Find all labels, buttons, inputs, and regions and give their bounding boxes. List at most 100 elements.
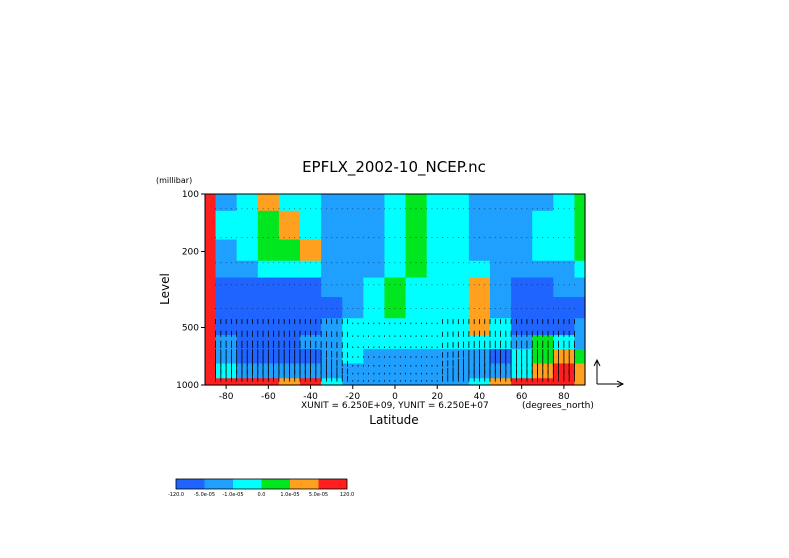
colorbar-swatch: [261, 479, 290, 489]
contour-cell: [574, 349, 586, 365]
contour-cell: [468, 277, 491, 298]
contour-cell: [490, 297, 512, 319]
x-axis-unit: (degrees_north): [522, 401, 594, 411]
contour-cell: [490, 378, 512, 386]
contour-cell: [574, 194, 586, 212]
x-tick-label: 20: [431, 392, 443, 402]
colorbar-swatch: [204, 479, 233, 489]
contour-cell: [426, 318, 449, 336]
contour-cell: [405, 297, 428, 319]
x-tick-label: -40: [303, 392, 318, 402]
contour-cell: [342, 297, 364, 319]
contour-cell: [257, 260, 280, 279]
colorbar-label: 5.0e-05: [309, 492, 328, 498]
contour-cell: [426, 335, 449, 350]
contour-cell: [553, 378, 576, 386]
contour-cell: [468, 297, 491, 319]
contour-cell: [342, 378, 364, 386]
contour-cell: [300, 210, 322, 241]
x-tick-label: -80: [219, 392, 234, 402]
contour-cell: [321, 297, 343, 319]
colorbar-label: 1.0e-05: [280, 492, 299, 498]
contour-cell: [574, 378, 586, 386]
contour-cell: [553, 277, 576, 298]
contour-cell: [384, 194, 407, 212]
contour-cell: [468, 378, 491, 386]
contour-cell: [321, 260, 343, 279]
contour-cell: [300, 297, 322, 319]
contour-cell: [490, 239, 512, 262]
contour-cell: [426, 363, 449, 379]
y-tick-label: 500: [182, 324, 199, 334]
vector-scale-text: XUNIT = 6.250E+09, YUNIT = 6.250E+07: [301, 401, 489, 411]
contour-cell: [236, 260, 259, 279]
contour-cell: [278, 378, 301, 386]
contour-cell: [447, 239, 470, 262]
contour-cell: [384, 297, 407, 319]
contour-cell: [205, 260, 217, 279]
contour-cell: [384, 239, 407, 262]
contour-cell: [257, 378, 280, 386]
colorbar-label: 0.0: [258, 492, 266, 498]
contour-cell: [574, 335, 586, 350]
contour-cell: [468, 210, 491, 241]
contour-cell: [321, 277, 343, 298]
contour-cell: [300, 260, 322, 279]
contour-cell: [215, 239, 238, 262]
contour-cell: [363, 210, 386, 241]
contour-cell: [384, 277, 407, 298]
x-tick-label: 80: [558, 392, 570, 402]
contour-cell: [532, 194, 554, 212]
contour-cell: [257, 210, 280, 241]
y-tick-label: 200: [182, 247, 199, 257]
contour-cell: [532, 277, 554, 298]
contour-cell: [574, 239, 586, 262]
contour-cell: [215, 260, 238, 279]
contour-cell: [405, 210, 428, 241]
contour-cell: [511, 210, 533, 241]
contour-cell: [511, 239, 533, 262]
contour-cell: [426, 277, 449, 298]
contour-cell: [321, 210, 343, 241]
contour-cell: [574, 277, 586, 298]
contour-cell: [426, 260, 449, 279]
contour-cell: [215, 297, 238, 319]
contour-cell: [205, 277, 217, 298]
contour-cell: [553, 297, 576, 319]
contour-cell: [363, 335, 386, 350]
contour-cell: [205, 335, 217, 350]
x-tick-label: 0: [392, 392, 398, 402]
x-tick-label: -20: [345, 392, 360, 402]
contour-cell: [363, 378, 386, 386]
contour-cell: [215, 378, 238, 386]
contour-cell: [532, 210, 554, 241]
contour-cell: [236, 210, 259, 241]
contour-cell: [468, 194, 491, 212]
contour-cell: [490, 277, 512, 298]
contour-cell: [363, 260, 386, 279]
contour-cell: [511, 260, 533, 279]
contour-cell: [574, 297, 586, 319]
contour-cell: [236, 277, 259, 298]
contour-cell: [215, 210, 238, 241]
contour-cell: [278, 210, 301, 241]
colorbar-swatch: [318, 479, 347, 489]
contour-cell: [405, 335, 428, 350]
contour-cell: [532, 239, 554, 262]
contour-cell: [384, 378, 407, 386]
contour-cell: [447, 210, 470, 241]
contour-cell: [257, 277, 280, 298]
contour-cell: [215, 277, 238, 298]
contour-cell: [447, 260, 470, 279]
contour-cell: [342, 194, 364, 212]
contour-cell: [490, 194, 512, 212]
contour-cell: [384, 363, 407, 379]
contour-cell: [490, 260, 512, 279]
contour-cell: [532, 260, 554, 279]
colorbar-label: -120.0: [168, 492, 184, 498]
contour-cell: [447, 277, 470, 298]
contour-cell: [553, 260, 576, 279]
contour-cell: [205, 297, 217, 319]
contour-cell: [405, 363, 428, 379]
contour-cell: [490, 210, 512, 241]
